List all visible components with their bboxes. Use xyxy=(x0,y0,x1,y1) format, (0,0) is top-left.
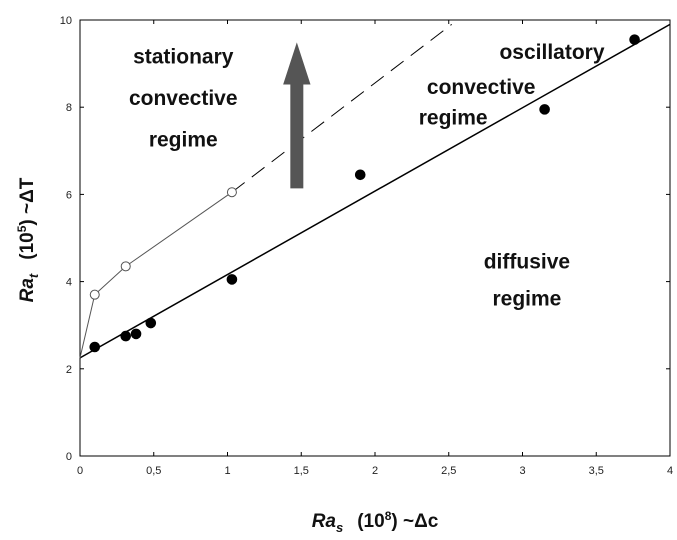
region-label-diffusive: diffusive xyxy=(484,251,570,274)
region-label-stationary: regime xyxy=(149,128,218,151)
x-tick-label: 0 xyxy=(77,465,83,477)
filled-data-point xyxy=(539,104,550,115)
filled-data-point xyxy=(354,169,366,181)
x-tick-label: 4 xyxy=(667,465,673,477)
stationary-boundary-line xyxy=(79,191,233,359)
x-tick-label: 1,5 xyxy=(294,465,309,477)
plot-frame xyxy=(79,19,671,457)
region-label-diffusive: regime xyxy=(492,288,561,311)
region-label-oscillatory: convective xyxy=(427,76,536,99)
axis-labels: Ras (108) ~Δc Rat(105) ~ΔT xyxy=(15,177,439,535)
y-tick-label: 4 xyxy=(66,277,72,289)
x-tick-label: 2,5 xyxy=(441,465,456,477)
x-tick-label: 3 xyxy=(519,465,525,477)
x-tick-label: 0,5 xyxy=(146,465,161,477)
x-tick-label: 2 xyxy=(372,465,378,477)
y-tick-label: 6 xyxy=(66,189,72,201)
x-axis-label: Ras (108) ~Δc xyxy=(312,509,439,535)
axes: 0 0,5 1 1,5 2 2,5 3 3,5 4 0 2 4 6 8 10 xyxy=(60,15,673,477)
dashed-boundary-line xyxy=(231,23,453,193)
filled-data-point xyxy=(629,34,640,45)
lines xyxy=(79,23,671,359)
open-data-point xyxy=(89,289,100,300)
y-tick-label: 10 xyxy=(60,15,72,27)
annotations: stationary convective regime oscillatory con… xyxy=(129,41,605,310)
up-arrow xyxy=(283,42,311,189)
y-tick-label: 8 xyxy=(66,102,72,114)
open-data-point xyxy=(226,187,237,198)
regime-arrow xyxy=(283,42,311,189)
filled-data-point xyxy=(145,317,157,329)
x-tick-label: 3,5 xyxy=(589,465,604,477)
region-label-stationary: convective xyxy=(129,87,238,110)
y-tick-label: 0 xyxy=(66,451,72,463)
filled-data-point xyxy=(89,341,101,353)
y-tick-label: 2 xyxy=(66,364,72,376)
region-label-oscillatory: regime xyxy=(419,107,488,130)
region-label-stationary: stationary xyxy=(133,46,234,69)
data-points xyxy=(89,34,640,353)
y-axis-label: Rat(105) ~ΔT xyxy=(15,177,41,302)
filled-data-point xyxy=(226,274,238,285)
x-tick-label: 1 xyxy=(224,465,230,477)
filled-data-point xyxy=(130,328,142,340)
region-label-oscillatory: oscillatory xyxy=(499,41,604,64)
filled-data-point xyxy=(120,330,132,342)
diffusive-boundary-line xyxy=(79,23,671,359)
open-data-point xyxy=(120,261,131,272)
